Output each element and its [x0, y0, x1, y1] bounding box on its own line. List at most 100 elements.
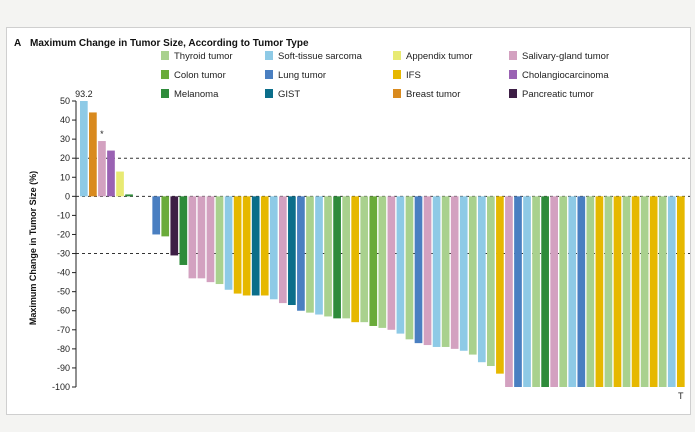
bar	[559, 196, 568, 387]
bar	[170, 196, 179, 256]
bar	[260, 196, 269, 296]
bar	[152, 196, 161, 235]
bar	[107, 150, 115, 197]
y-axis: 50 40 30 20 10 0 -10 -20 -30 -40 -50 -60 -70 -80 -90 -1…	[52, 96, 77, 392]
y-tick-label: -50	[57, 287, 70, 297]
bar	[197, 196, 206, 279]
y-tick-label: -60	[57, 306, 70, 316]
legend-swatch	[393, 51, 401, 60]
bar	[676, 196, 685, 387]
y-tick-label: -40	[57, 268, 70, 278]
legend-label: Pancreatic tumor	[522, 89, 594, 100]
bar	[224, 196, 233, 290]
bar	[80, 101, 88, 197]
bar	[342, 196, 350, 319]
y-tick-label: 50	[60, 96, 70, 106]
legend-swatch	[509, 70, 517, 79]
bar	[487, 196, 495, 367]
legend-swatch	[161, 70, 169, 79]
bar	[604, 196, 613, 387]
legend-swatch	[393, 89, 401, 98]
bar	[496, 196, 504, 374]
bar	[667, 196, 676, 387]
bar	[514, 196, 522, 387]
bar	[586, 196, 595, 387]
legend-label: Cholangiocarcinoma	[522, 70, 609, 81]
legend-label: Thyroid tumor	[174, 51, 233, 62]
annotations: 93.2 * T	[75, 89, 684, 401]
bar	[505, 196, 513, 387]
bar	[206, 196, 215, 283]
bar-annotation: *	[100, 129, 104, 139]
bar	[631, 196, 640, 387]
bar	[658, 196, 667, 387]
bar	[98, 141, 106, 197]
y-tick-label: -100	[52, 382, 70, 392]
y-tick-label: 0	[65, 191, 70, 201]
legend-swatch	[509, 89, 517, 98]
y-tick-label: -90	[57, 363, 70, 373]
bar	[441, 196, 450, 347]
bar	[405, 196, 414, 340]
bar	[306, 196, 314, 313]
bar	[360, 196, 369, 323]
bar	[432, 196, 441, 347]
bar	[297, 196, 305, 311]
bar-annotation: T	[678, 391, 684, 401]
legend-label: Soft-tissue sarcoma	[278, 51, 363, 62]
legend-swatch	[265, 89, 273, 98]
bar	[288, 196, 296, 306]
legend-swatch	[393, 70, 401, 79]
y-tick-label: 40	[60, 115, 70, 125]
bar	[333, 196, 341, 319]
y-tick-label: 20	[60, 153, 70, 163]
y-tick-label: -20	[57, 229, 70, 239]
bar	[423, 196, 432, 346]
legend-swatch	[509, 51, 517, 60]
y-tick-label: 30	[60, 134, 70, 144]
bar-annotation: 93.2	[75, 89, 93, 99]
bar	[387, 196, 396, 330]
bar	[459, 196, 468, 351]
legend-swatch	[161, 89, 169, 98]
y-tick-label: 10	[60, 172, 70, 182]
bar	[450, 196, 459, 349]
bar	[622, 196, 631, 387]
bar	[396, 196, 405, 334]
y-axis-label: Maximum Change in Tumor Size (%)	[28, 171, 38, 325]
legend-label: Colon tumor	[174, 70, 226, 81]
bar	[568, 196, 577, 387]
y-tick-label: -80	[57, 344, 70, 354]
legend-label: GIST	[278, 89, 300, 100]
legend: Thyroid tumor Soft-tissue sarcoma Appendix…	[161, 51, 609, 100]
bar	[351, 196, 360, 323]
bar	[468, 196, 477, 355]
legend-label: Lung tumor	[278, 70, 326, 81]
bar	[179, 196, 188, 265]
bar	[532, 196, 540, 387]
y-tick-label: -70	[57, 325, 70, 335]
bar	[251, 196, 260, 296]
bar	[649, 196, 658, 387]
y-tick-label: -30	[57, 249, 70, 259]
bar	[161, 196, 170, 237]
bar	[89, 112, 97, 197]
bar	[595, 196, 604, 387]
legend-label: Melanoma	[174, 89, 219, 100]
bar	[215, 196, 224, 285]
bar	[125, 194, 133, 197]
bar	[315, 196, 323, 315]
bar	[278, 196, 287, 304]
bar	[640, 196, 649, 387]
bars	[80, 101, 685, 387]
panel-label: A	[14, 38, 21, 49]
legend-label: Salivary-gland tumor	[522, 51, 609, 62]
y-tick-label: -10	[57, 210, 70, 220]
bar	[550, 196, 559, 387]
bar	[541, 196, 549, 387]
legend-label: Appendix tumor	[406, 51, 473, 62]
legend-swatch	[265, 70, 273, 79]
bar	[477, 196, 486, 363]
bar	[414, 196, 423, 344]
